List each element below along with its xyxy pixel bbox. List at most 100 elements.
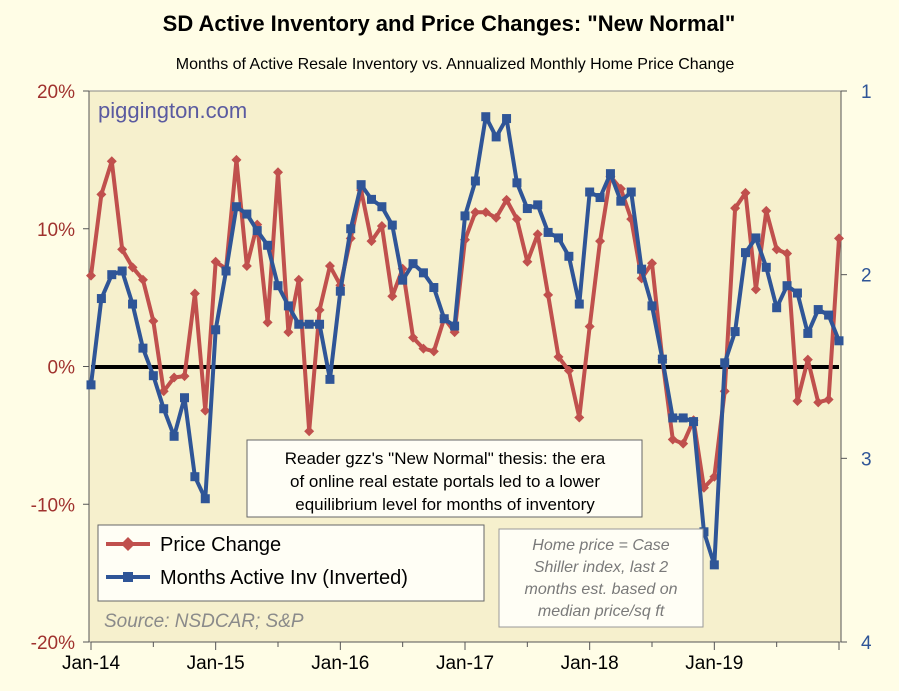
price-point — [117, 244, 128, 255]
inventory-point — [408, 259, 418, 269]
price-point — [761, 205, 772, 216]
annotation-line-3: equilibrium level for months of inventor… — [295, 495, 595, 514]
price-point — [480, 207, 491, 218]
price-point — [470, 207, 481, 218]
inventory-point — [637, 264, 647, 274]
inventory-point — [751, 233, 761, 243]
inventory-point — [304, 319, 314, 329]
chart-subtitle: Months of Active Resale Inventory vs. An… — [176, 56, 735, 73]
inventory-point — [543, 227, 553, 237]
price-point — [262, 317, 273, 328]
inventory-point — [200, 494, 210, 504]
inventory-point — [356, 180, 366, 190]
price-point — [595, 236, 606, 247]
inventory-point — [294, 319, 304, 329]
inventory-point — [792, 288, 802, 298]
series-months-active-inventory — [86, 112, 844, 570]
price-point — [96, 189, 107, 200]
price-point — [241, 260, 252, 271]
price-point — [304, 426, 315, 437]
inventory-point — [647, 301, 657, 311]
price-point — [418, 343, 429, 354]
inventory-point — [283, 301, 293, 311]
price-point — [169, 372, 180, 383]
note-box: Home price = Case Shiller index, last 2 … — [498, 528, 704, 628]
inventory-point — [699, 527, 709, 537]
inventory-point — [439, 314, 449, 324]
inventory-point — [709, 560, 719, 570]
inventory-point — [595, 193, 605, 203]
inventory-point — [367, 194, 376, 204]
inventory-point — [761, 262, 771, 272]
series-layer — [86, 112, 844, 570]
inventory-point — [231, 202, 241, 212]
price-point — [501, 194, 512, 205]
price-point — [127, 262, 138, 273]
inventory-point — [148, 371, 158, 381]
inventory-point — [159, 404, 169, 414]
inventory-point — [626, 187, 636, 197]
x-axis: Jan-14 Jan-15 Jan-16 Jan-17 Jan-18 Jan-19 — [62, 641, 840, 674]
inventory-point — [678, 413, 688, 423]
price-point — [563, 365, 574, 376]
inventory-point — [325, 374, 335, 384]
price-point — [667, 434, 678, 445]
price-point — [324, 260, 335, 271]
inventory-point — [502, 114, 512, 124]
annotation-background — [246, 439, 643, 518]
inventory-point — [574, 299, 584, 309]
legend: Price Change Months Active Inv (Inverted… — [97, 524, 485, 602]
price-point — [730, 203, 741, 214]
price-point — [511, 214, 522, 225]
annotation-line-2: of online real estate portals led to a l… — [290, 472, 600, 491]
price-point — [491, 212, 502, 223]
price-point — [428, 346, 439, 357]
left-tick-label: 0% — [48, 358, 76, 379]
inventory-point — [377, 202, 387, 212]
legend-label-inventory: Months Active Inv (Inverted) — [160, 567, 408, 589]
inventory-point — [564, 251, 574, 261]
source-note: Source: NSDCAR; S&P — [104, 611, 304, 632]
inventory-point — [252, 226, 262, 236]
inventory-point — [824, 310, 834, 320]
x-tick-label: Jan-17 — [436, 653, 494, 674]
inventory-point — [418, 268, 428, 278]
note-background — [498, 528, 704, 628]
inventory-point — [668, 413, 678, 423]
inventory-point — [772, 303, 782, 313]
left-tick-label: 20% — [37, 82, 75, 103]
inventory-point — [803, 328, 813, 338]
x-tick-label: Jan-19 — [685, 653, 743, 674]
price-point — [532, 229, 543, 240]
price-point — [231, 154, 242, 165]
legend-background — [97, 524, 485, 602]
price-point — [293, 274, 304, 285]
inventory-point — [190, 472, 200, 482]
price-point — [137, 274, 148, 285]
watermark: piggington.com — [98, 98, 247, 123]
inventory-point — [657, 354, 667, 364]
inventory-point — [512, 178, 522, 188]
price-point — [376, 220, 387, 231]
inventory-point — [813, 305, 823, 315]
inventory-point — [470, 176, 480, 186]
price-point — [740, 187, 751, 198]
price-point — [408, 332, 419, 343]
inventory-point — [346, 224, 356, 234]
legend-label-price: Price Change — [160, 534, 281, 556]
inventory-point — [429, 283, 439, 293]
inventory-point — [96, 294, 106, 304]
right-tick-label: 2 — [861, 266, 872, 287]
inventory-point — [450, 321, 460, 331]
x-tick-label: Jan-15 — [187, 653, 245, 674]
price-point — [771, 244, 782, 255]
note-line-3: months est. based on — [525, 581, 678, 598]
note-line-2: Shiller index, last 2 — [534, 559, 668, 576]
price-point — [179, 371, 190, 382]
left-axis: 20% 10% 0% -10% -20% — [31, 82, 90, 654]
inventory-point — [117, 266, 127, 276]
price-point — [283, 327, 294, 338]
price-point — [834, 233, 844, 244]
price-point — [148, 316, 159, 327]
